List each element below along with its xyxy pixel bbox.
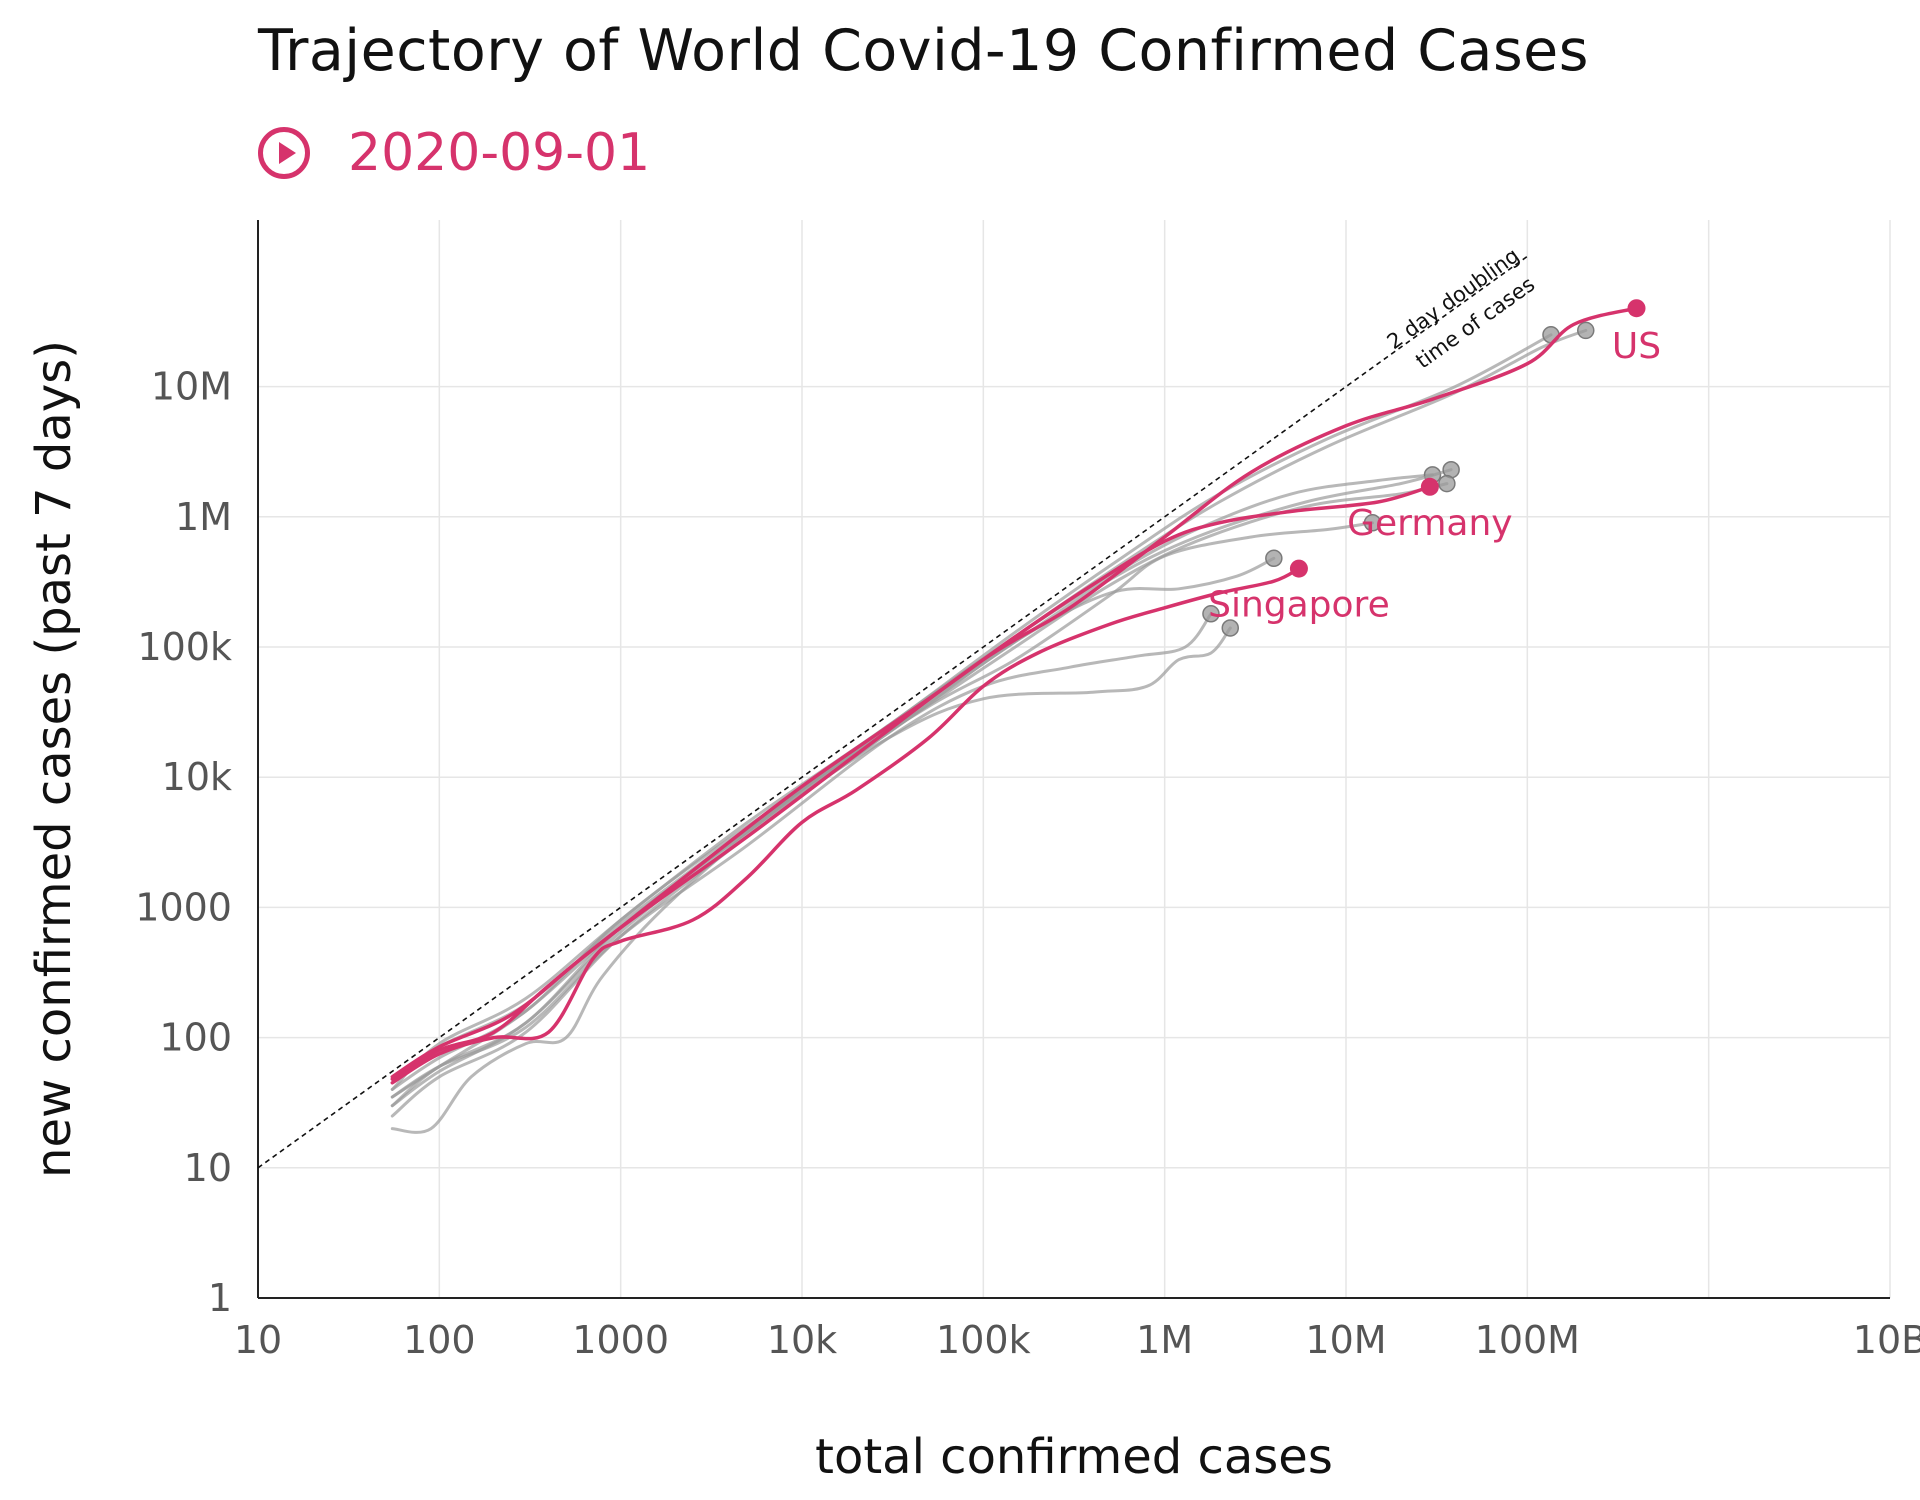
series-label-singapore: Singapore: [1208, 585, 1390, 626]
series-end-marker-singapore: [1289, 559, 1308, 578]
x-tick-label: 100M: [1475, 1318, 1580, 1362]
playback-controls: 2020-09-01: [258, 118, 650, 188]
x-tick-label: 100: [403, 1318, 476, 1362]
series-label-us: US: [1612, 326, 1661, 367]
highlighted-series: [390, 299, 1646, 1085]
background-series-end-marker: [1221, 619, 1240, 637]
series-line-singapore: [390, 566, 1301, 1085]
background-series-line: [390, 482, 1449, 1118]
chart-title: Trajectory of World Covid-19 Confirmed C…: [258, 18, 1589, 84]
axes: 10 100 1000 10k 100k 1M 10M 100M 10B110100100010…: [26, 220, 1920, 1485]
background-series: [390, 321, 1595, 1134]
background-series-line: [390, 612, 1213, 1099]
y-tick-label: 10: [184, 1146, 232, 1190]
series-label-germany: Germany: [1347, 503, 1512, 544]
background-series-end-marker: [1363, 514, 1382, 532]
y-tick-label: 1000: [135, 885, 232, 929]
y-tick-label: 1M: [175, 495, 232, 539]
background-series-end-marker: [1202, 605, 1220, 623]
y-tick-label: 10k: [162, 755, 232, 799]
gridlines: [258, 220, 1891, 1298]
x-axis-title: total confirmed cases: [815, 1429, 1333, 1485]
x-tick-label: 10k: [767, 1318, 837, 1362]
series-labels: US Germany Singapore: [1208, 326, 1661, 625]
x-tick-label: 10M: [1305, 1318, 1386, 1362]
background-series-end-marker: [1265, 549, 1283, 568]
doubling-reference-line: [257, 255, 1528, 1169]
background-series-end-marker: [1438, 474, 1456, 493]
series-end-marker-us: [1627, 299, 1646, 318]
y-tick-label: 100: [159, 1016, 232, 1060]
background-series-line: [390, 626, 1232, 1108]
x-tick-label: 1M: [1136, 1318, 1193, 1362]
series-end-marker-germany: [1420, 477, 1439, 496]
x-tick-label: 10: [234, 1318, 282, 1362]
x-tick-label: 10B: [1853, 1318, 1920, 1362]
y-axis-title: new confirmed cases (past 7 days): [26, 340, 82, 1178]
y-tick-label: 100k: [137, 625, 232, 669]
y-tick-label: 10M: [151, 365, 232, 409]
play-triangle-icon: [279, 142, 296, 164]
series-line-germany: [390, 485, 1432, 1079]
x-tick-label: 100k: [936, 1318, 1031, 1362]
current-date-label: 2020-09-01: [348, 123, 651, 183]
y-tick-label: 1: [208, 1276, 232, 1320]
play-circle-icon[interactable]: [258, 127, 310, 179]
background-series-end-marker: [1577, 321, 1595, 340]
x-tick-label: 1000: [572, 1318, 669, 1362]
